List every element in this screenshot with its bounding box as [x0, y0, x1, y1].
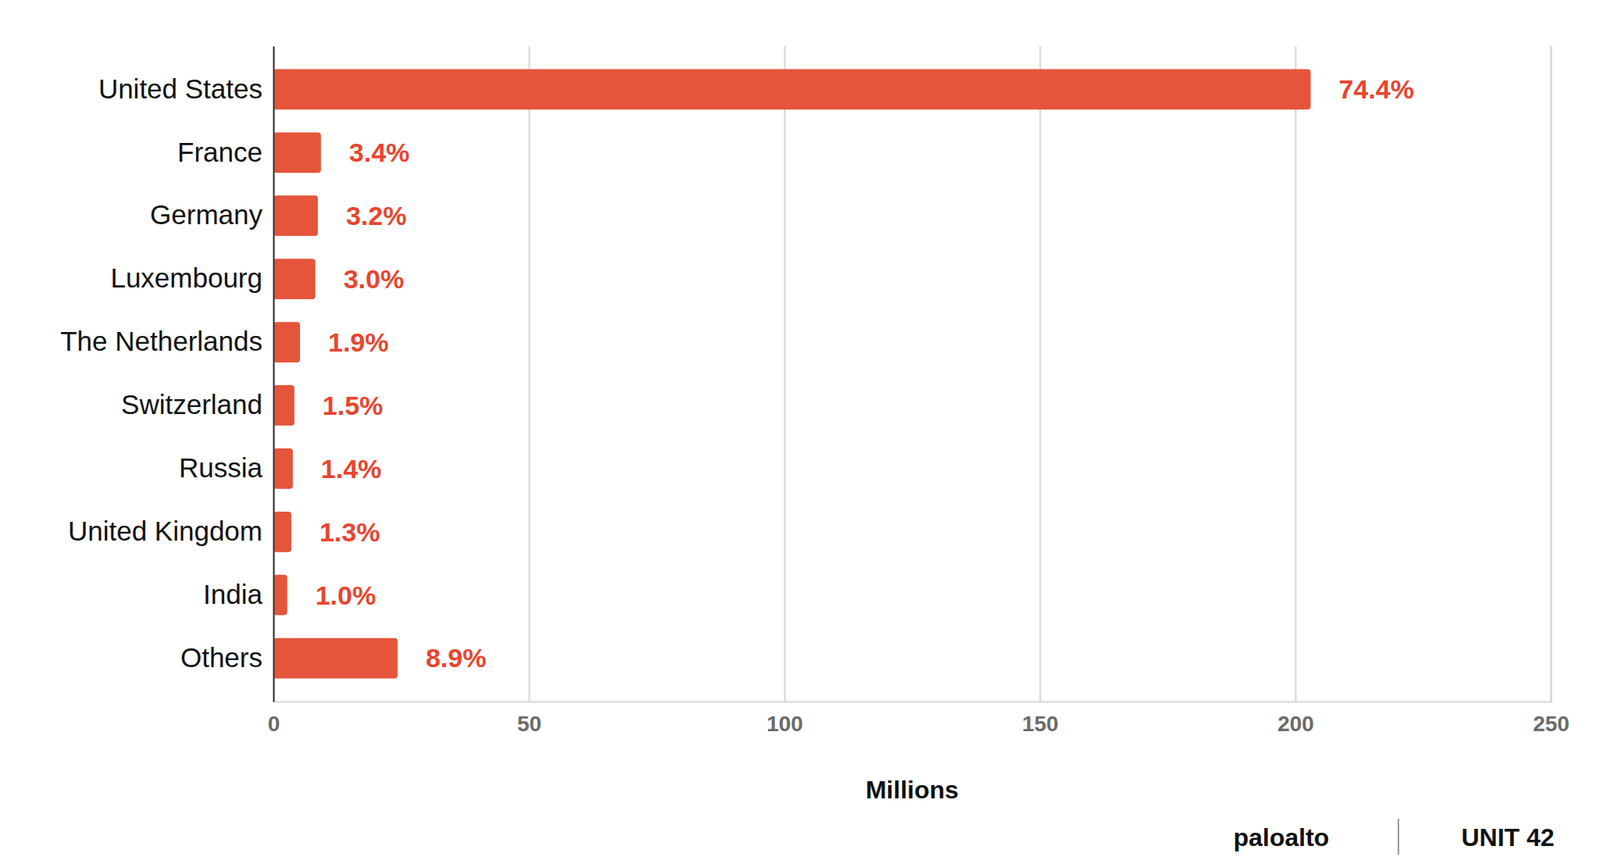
y-tick: United States: [98, 73, 274, 104]
x-tick-label: 50: [517, 711, 542, 736]
y-tick: Switzerland: [121, 389, 274, 420]
bar: [273, 448, 293, 490]
share-label: 74.4%: [1339, 74, 1415, 104]
share-label: 1.0%: [315, 580, 377, 611]
grid-line: [273, 46, 275, 702]
x-tick: 250: [1532, 46, 1570, 736]
y-axis-line: [273, 46, 275, 703]
bar: [273, 575, 288, 616]
x-tick-label: 200: [1277, 711, 1315, 736]
share-label: 3.0%: [343, 264, 405, 294]
x-tick-label: 150: [1021, 711, 1059, 736]
logos: paloalto UNIT 42: [1233, 818, 1555, 855]
logo-text: UNIT 42: [1460, 823, 1554, 852]
y-tick-label: United States: [98, 73, 263, 104]
grid-line: [784, 46, 786, 702]
share-label: 8.9%: [425, 642, 487, 673]
bar: [273, 638, 398, 679]
y-tick-label: The Netherlands: [60, 325, 263, 357]
x-tick: 100: [766, 46, 804, 736]
x-tick-label: 250: [1532, 711, 1570, 736]
bar: [273, 195, 318, 236]
y-tick: France: [177, 136, 274, 168]
y-tick: Luxembourg: [110, 262, 274, 293]
x-tick: 150: [1021, 46, 1059, 736]
share-label: 1.5%: [322, 390, 384, 421]
y-tick-label: Others: [180, 642, 263, 673]
bar: [273, 258, 316, 300]
share-label: 1.9%: [328, 327, 390, 358]
y-tick-label: India: [203, 578, 263, 610]
x-axis-title: Millions: [865, 775, 959, 804]
x-tick: 200: [1277, 46, 1315, 736]
bar: [273, 132, 322, 173]
grid-line: [1039, 46, 1042, 702]
x-axis-line: [274, 46, 1552, 703]
y-tick-label: France: [177, 136, 263, 168]
y-tick-label: Russia: [178, 452, 264, 483]
grid-line: [1295, 46, 1297, 702]
x-tick-label: 0: [267, 711, 281, 736]
chart: 0 50 100 150 200 250 United States France German…: [0, 0, 1600, 864]
x-tick-label: 100: [766, 711, 804, 736]
grid-line: [528, 46, 531, 702]
share-labels: 74.4% 3.4% 3.2% 3.0% 1.9% 1.5% 1.4% 1.3% 1.0% 8.9…: [315, 74, 1415, 673]
logo-divider: [1397, 818, 1400, 855]
logo-text: paloalto: [1233, 823, 1330, 852]
y-tick: Germany: [150, 199, 274, 230]
bar: [273, 321, 300, 363]
share-label: 1.3%: [319, 517, 381, 547]
x-tick: 50: [517, 46, 542, 736]
y-tick: Others: [180, 642, 274, 673]
bar: [273, 385, 295, 426]
y-tick-label: United Kingdom: [67, 515, 263, 547]
grid-line: [1550, 46, 1553, 702]
share-label: 1.4%: [321, 453, 383, 484]
x-axis: 0 50 100 150 200 250: [267, 46, 1570, 736]
bar: [273, 69, 1311, 111]
y-tick-label: Germany: [150, 199, 263, 230]
y-tick: Russia: [178, 452, 274, 483]
share-label: 3.2%: [346, 200, 408, 231]
share-label: 3.4%: [349, 137, 411, 168]
bars: [273, 69, 1311, 679]
y-tick: The Netherlands: [60, 325, 274, 357]
y-tick-label: Switzerland: [121, 389, 263, 420]
y-tick-label: Luxembourg: [110, 262, 263, 293]
bar: [273, 511, 292, 553]
y-tick: United Kingdom: [67, 515, 274, 547]
y-tick: India: [203, 578, 274, 610]
y-axis: United States France Germany Luxembourg The …: [60, 46, 274, 703]
